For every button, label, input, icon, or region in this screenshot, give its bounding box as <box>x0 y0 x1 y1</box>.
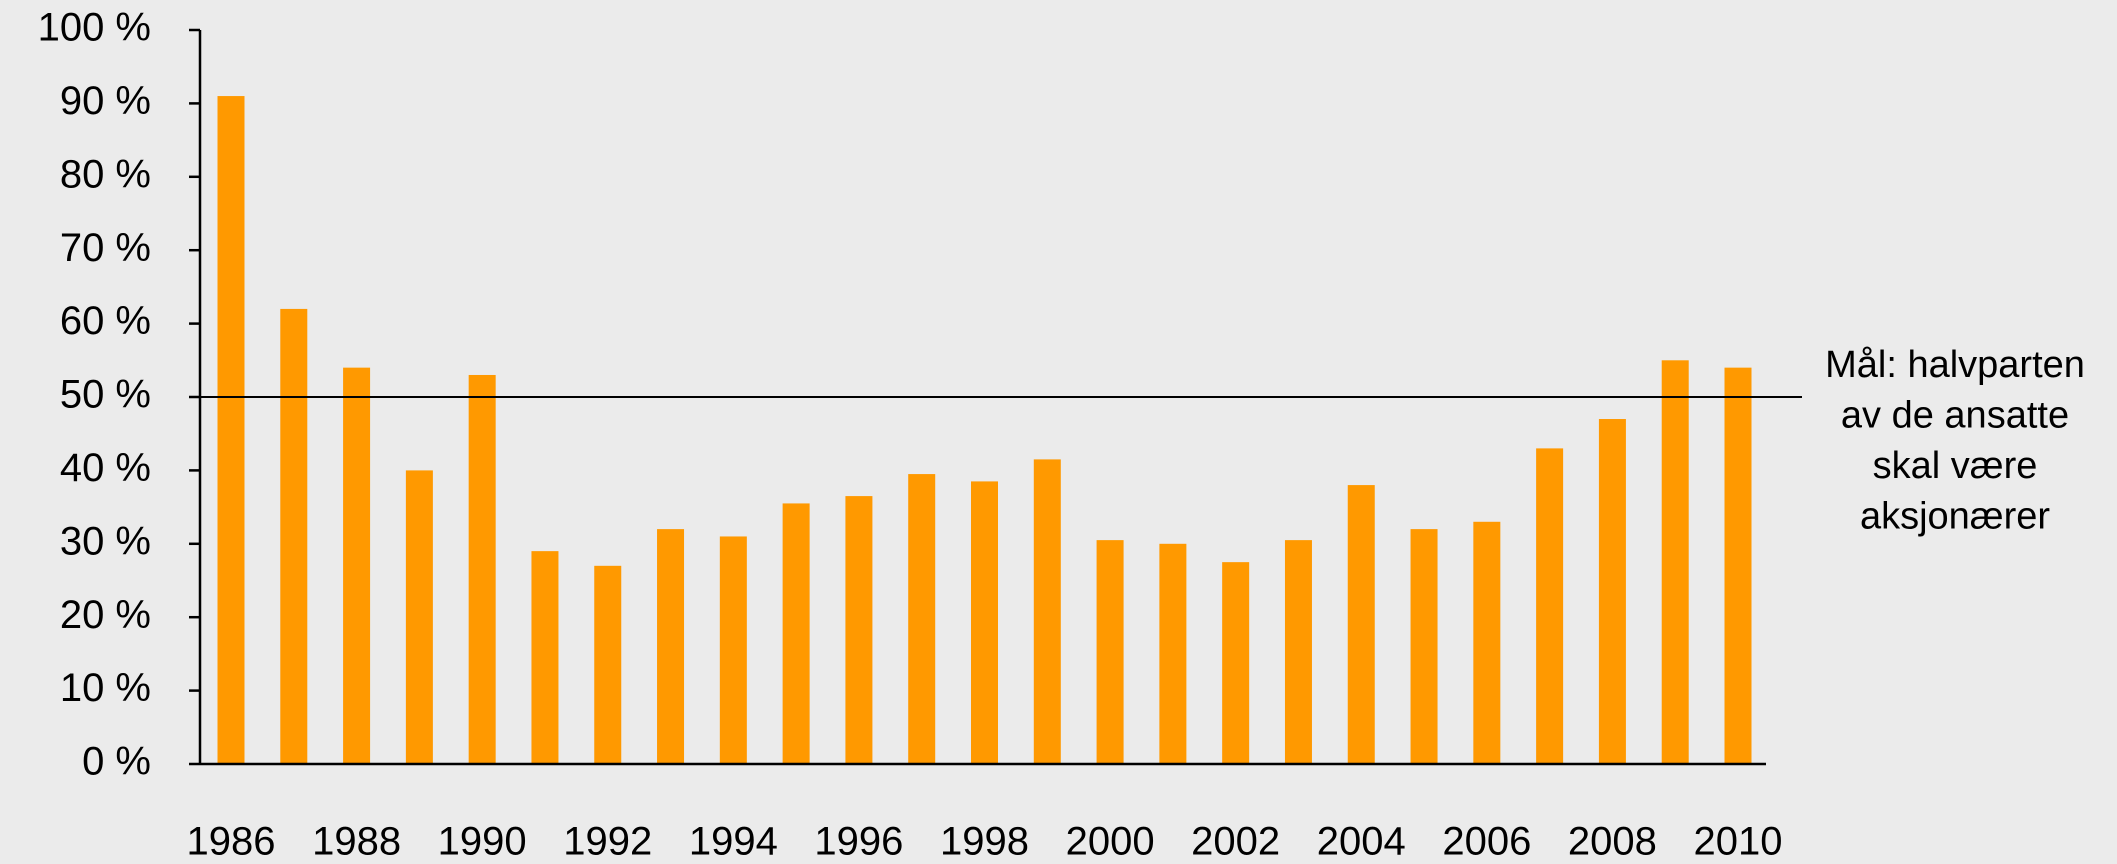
bar <box>405 470 433 764</box>
bar <box>1159 543 1187 764</box>
bar <box>468 374 496 764</box>
bar <box>719 536 747 764</box>
x-tick-label: 2008 <box>1568 820 1657 864</box>
x-tick-label: 1992 <box>563 820 652 864</box>
y-tick-label: 60 % <box>60 299 151 343</box>
y-tick-label: 70 % <box>60 226 151 270</box>
x-tick-label: 2004 <box>1317 820 1406 864</box>
x-tick-label: 1994 <box>689 820 778 864</box>
bar <box>594 565 622 764</box>
x-tick-label: 1986 <box>187 820 276 864</box>
annotation: av de ansatte <box>1841 395 2069 437</box>
y-tick-label: 90 % <box>60 79 151 123</box>
bar <box>1598 419 1626 764</box>
annotation: aksjonærer <box>1860 496 2050 538</box>
x-tick-label: 1990 <box>438 820 527 864</box>
bar <box>1222 562 1250 764</box>
y-tick-label: 40 % <box>60 446 151 490</box>
bar <box>1473 521 1501 764</box>
x-tick-label: 2010 <box>1694 820 1783 864</box>
bar <box>1536 448 1564 764</box>
x-tick-label: 1988 <box>312 820 401 864</box>
bar <box>782 503 810 764</box>
y-tick-label: 30 % <box>60 519 151 563</box>
y-tick-label: 0 % <box>82 740 151 784</box>
bar <box>1724 367 1752 764</box>
bar <box>343 367 371 764</box>
bar <box>280 308 308 764</box>
y-tick-label: 50 % <box>60 373 151 417</box>
bar <box>217 96 245 764</box>
x-tick-label: 2006 <box>1442 820 1531 864</box>
bar <box>657 529 685 764</box>
y-tick-label: 20 % <box>60 593 151 637</box>
bar <box>1661 360 1689 764</box>
bar <box>845 496 873 764</box>
bar <box>1410 529 1438 764</box>
bar <box>971 481 998 764</box>
annotation: Mål: halvparten <box>1825 344 2085 386</box>
bar <box>531 551 559 764</box>
bar <box>908 474 936 764</box>
y-tick-label: 10 % <box>60 666 151 710</box>
y-tick-label: 80 % <box>60 152 151 196</box>
bar <box>1347 485 1375 764</box>
y-tick-label: 100 % <box>38 6 151 50</box>
x-tick-label: 1996 <box>814 820 903 864</box>
x-tick-label: 2000 <box>1066 820 1155 864</box>
bar <box>1284 540 1312 764</box>
bar <box>1033 459 1061 764</box>
x-tick-label: 1998 <box>940 820 1029 864</box>
bar <box>1096 540 1124 764</box>
annotation: skal være <box>1873 445 2038 487</box>
x-tick-label: 2002 <box>1191 820 1280 864</box>
